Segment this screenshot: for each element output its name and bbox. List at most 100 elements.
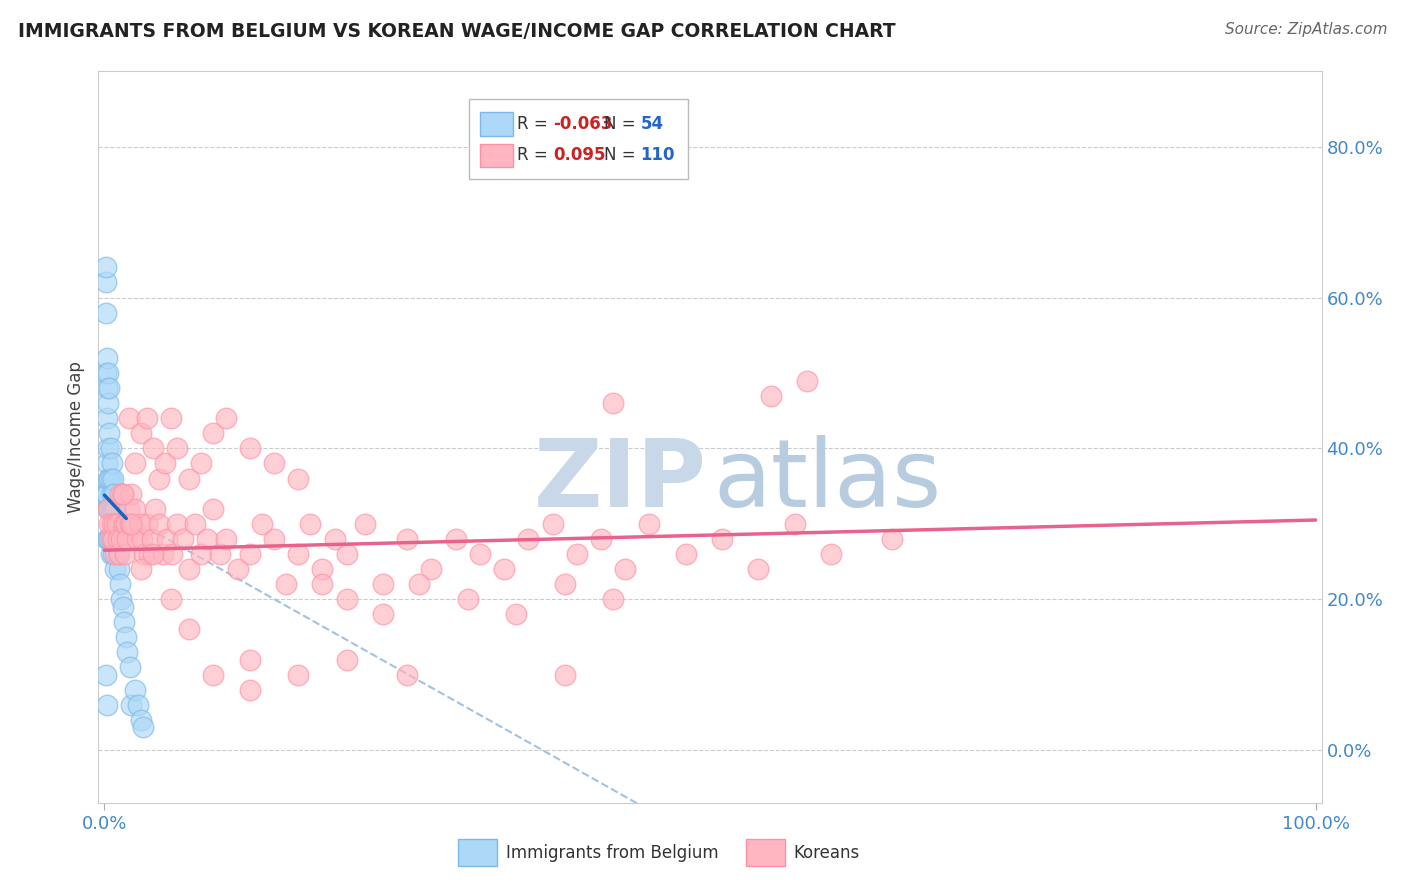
Point — [396, 667, 419, 681]
Text: atlas: atlas — [714, 435, 942, 527]
Point — [111, 486, 134, 500]
Point — [759, 389, 782, 403]
Point — [94, 276, 117, 290]
Point — [541, 516, 564, 531]
Point — [153, 457, 176, 471]
Point — [103, 516, 125, 531]
Point — [101, 532, 124, 546]
Point — [110, 577, 132, 591]
Point — [98, 426, 121, 441]
Point — [103, 532, 125, 546]
Point — [112, 516, 135, 531]
Point — [128, 516, 150, 531]
Point — [250, 516, 273, 531]
Point — [166, 442, 188, 456]
Point — [118, 501, 141, 516]
Point — [94, 667, 117, 681]
Y-axis label: Wage/Income Gap: Wage/Income Gap — [67, 361, 86, 513]
Point — [336, 547, 359, 561]
Point — [118, 411, 141, 425]
Point — [112, 615, 135, 629]
Text: 0.095: 0.095 — [554, 146, 606, 164]
Point — [614, 562, 637, 576]
Point — [98, 501, 121, 516]
Point — [554, 667, 576, 681]
Point — [103, 486, 125, 500]
Point — [124, 501, 146, 516]
FancyBboxPatch shape — [745, 838, 785, 866]
Point — [97, 501, 120, 516]
Point — [100, 457, 122, 471]
Point — [468, 547, 491, 561]
Point — [208, 547, 231, 561]
FancyBboxPatch shape — [479, 144, 513, 167]
Point — [124, 457, 146, 471]
Text: 54: 54 — [640, 115, 664, 133]
Point — [420, 562, 443, 576]
Point — [396, 532, 419, 546]
Point — [172, 532, 194, 546]
Point — [96, 411, 118, 425]
Point — [239, 682, 262, 697]
Point — [127, 532, 149, 546]
Point — [105, 516, 128, 531]
Point — [160, 592, 183, 607]
FancyBboxPatch shape — [458, 838, 498, 866]
Point — [276, 577, 298, 591]
Point — [96, 698, 118, 712]
Point — [100, 532, 122, 546]
Point — [127, 698, 149, 712]
Point — [97, 501, 120, 516]
Point — [143, 501, 166, 516]
Point — [179, 623, 201, 637]
Point — [287, 667, 309, 681]
Point — [121, 516, 143, 531]
Point — [141, 532, 163, 546]
Point — [114, 547, 136, 561]
Point — [100, 516, 122, 531]
Point — [152, 547, 174, 561]
Point — [105, 516, 128, 531]
Point — [135, 411, 157, 425]
Point — [336, 652, 359, 666]
Point — [101, 501, 124, 516]
Point — [494, 562, 516, 576]
Point — [747, 562, 769, 576]
Point — [299, 516, 322, 531]
Point — [117, 645, 139, 659]
Point — [97, 396, 120, 410]
Point — [880, 532, 903, 546]
Point — [104, 501, 127, 516]
Point — [184, 516, 207, 531]
Point — [202, 667, 225, 681]
Point — [202, 501, 225, 516]
FancyBboxPatch shape — [470, 99, 688, 179]
Point — [118, 516, 141, 531]
Text: IMMIGRANTS FROM BELGIUM VS KOREAN WAGE/INCOME GAP CORRELATION CHART: IMMIGRANTS FROM BELGIUM VS KOREAN WAGE/I… — [18, 22, 896, 41]
Text: N =: N = — [603, 146, 641, 164]
Point — [100, 442, 122, 456]
Point — [148, 516, 170, 531]
Point — [111, 599, 134, 614]
Point — [214, 532, 236, 546]
Point — [101, 547, 124, 561]
Point — [120, 698, 142, 712]
Point — [214, 411, 236, 425]
Point — [93, 486, 115, 500]
Point — [517, 532, 540, 546]
Point — [97, 532, 120, 546]
Point — [115, 516, 138, 531]
Point — [107, 547, 129, 561]
Point — [94, 260, 117, 275]
Point — [711, 532, 734, 546]
Text: R =: R = — [517, 146, 553, 164]
Point — [118, 660, 141, 674]
FancyBboxPatch shape — [479, 112, 513, 136]
Point — [263, 457, 285, 471]
Point — [124, 682, 146, 697]
Point — [117, 532, 139, 546]
Point — [796, 374, 818, 388]
Point — [197, 532, 219, 546]
Point — [135, 516, 157, 531]
Point — [104, 562, 127, 576]
